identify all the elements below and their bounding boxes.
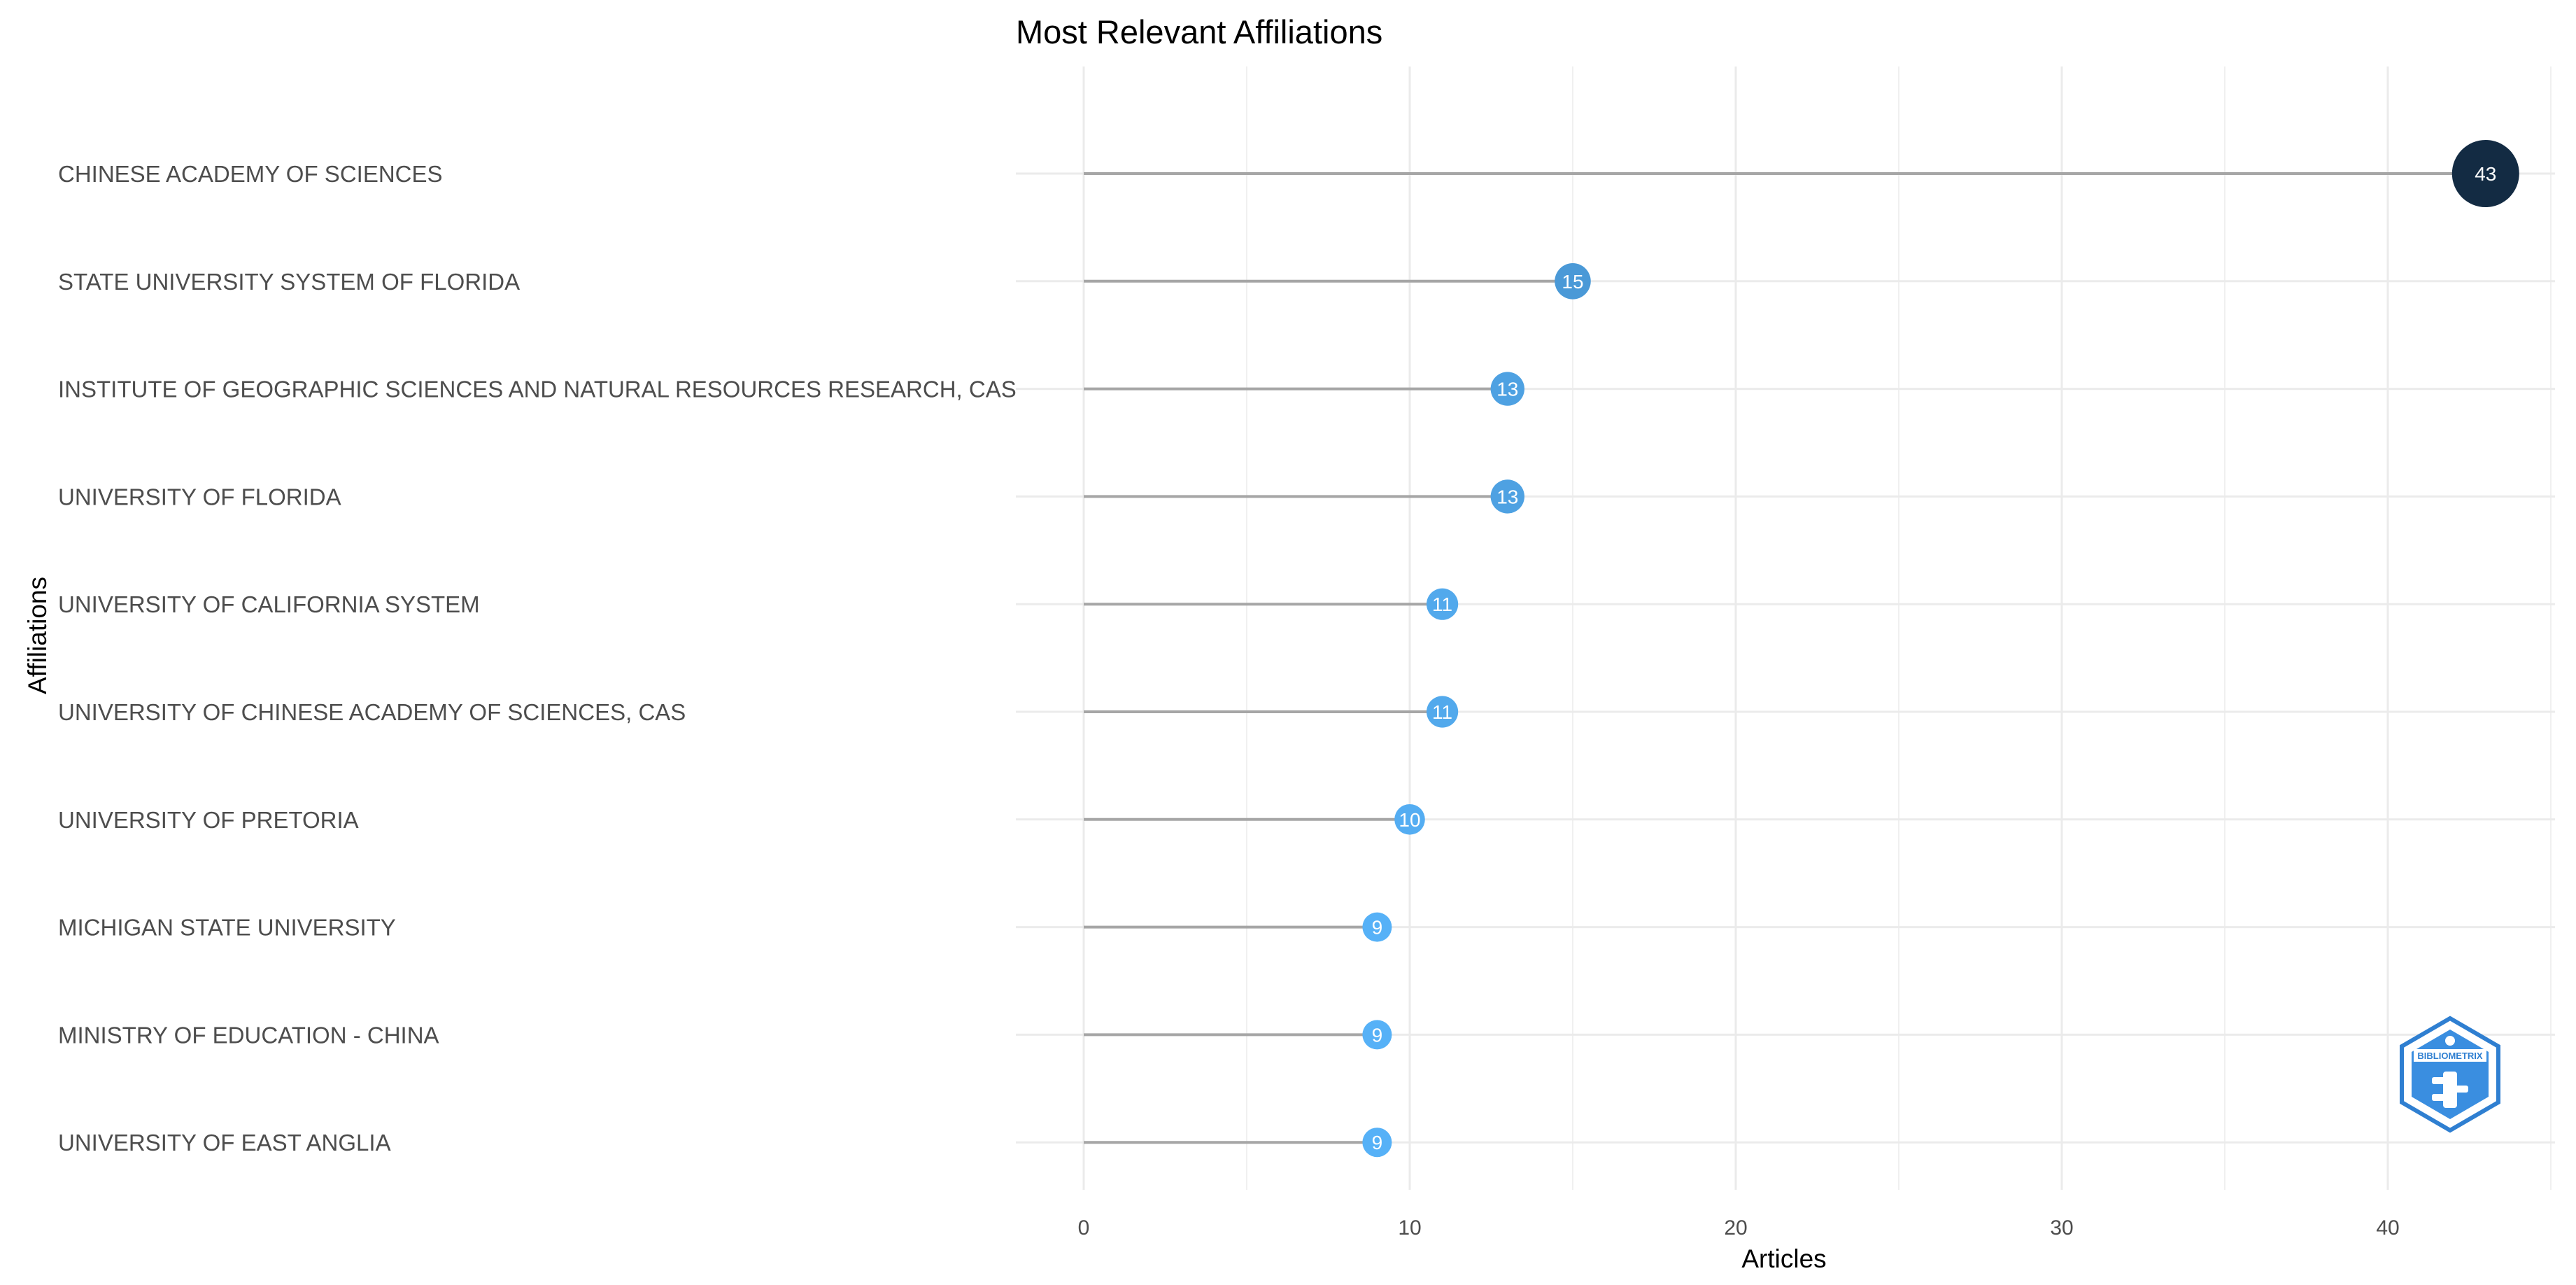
y-tick-label: STATE UNIVERSITY SYSTEM OF FLORIDA bbox=[58, 269, 520, 295]
data-label: 13 bbox=[1496, 486, 1518, 507]
y-tick-label: CHINESE ACADEMY OF SCIENCES bbox=[58, 161, 443, 187]
data-label: 13 bbox=[1496, 379, 1518, 400]
y-tick-label: MINISTRY OF EDUCATION - CHINA bbox=[58, 1022, 439, 1048]
lollipop-point bbox=[1427, 588, 1459, 620]
lollipop-point bbox=[1362, 1020, 1392, 1050]
lollipop-point bbox=[1490, 372, 1524, 406]
y-tick-label: UNIVERSITY OF CHINESE ACADEMY OF SCIENCE… bbox=[58, 699, 686, 725]
data-label: 10 bbox=[1399, 809, 1420, 831]
data-label: 11 bbox=[1432, 701, 1452, 723]
point-layer: 43 15 13 13 11 11 10 9 9 9 bbox=[1362, 140, 2519, 1158]
lollipop-point bbox=[1490, 479, 1524, 514]
lollipop-point bbox=[1362, 1128, 1392, 1158]
bibliometrix-logo-icon: BIBLIOMETRIX bbox=[2400, 1016, 2500, 1133]
y-tick-label: UNIVERSITY OF EAST ANGLIA bbox=[58, 1130, 391, 1156]
x-tick-label: 20 bbox=[1724, 1216, 1747, 1240]
grid-layer bbox=[1016, 66, 2555, 1190]
y-tick-label: UNIVERSITY OF FLORIDA bbox=[58, 484, 341, 510]
y-axis-title: Affiliations bbox=[23, 577, 52, 694]
x-tick-label: 30 bbox=[2050, 1216, 2073, 1240]
x-tick-label: 10 bbox=[1398, 1216, 1421, 1240]
data-label: 9 bbox=[1372, 1024, 1383, 1046]
data-label: 43 bbox=[2475, 163, 2496, 185]
x-tick-layer: 0 10 20 30 40 bbox=[1078, 1216, 2400, 1240]
y-tick-label: UNIVERSITY OF PRETORIA bbox=[58, 807, 359, 833]
x-axis-title: Articles bbox=[1741, 1244, 1826, 1273]
y-tick-label: INSTITUTE OF GEOGRAPHIC SCIENCES AND NAT… bbox=[58, 377, 1017, 402]
lollipop-point bbox=[1555, 263, 1591, 300]
data-label: 9 bbox=[1372, 1132, 1383, 1153]
lollipop-point bbox=[1427, 696, 1459, 728]
logo-text: BIBLIOMETRIX bbox=[2417, 1051, 2482, 1061]
data-label: 9 bbox=[1372, 917, 1383, 939]
lollipop-point bbox=[1362, 912, 1392, 942]
stem-layer bbox=[1084, 172, 2486, 1144]
y-tick-label: UNIVERSITY OF CALIFORNIA SYSTEM bbox=[58, 591, 480, 617]
x-tick-label: 0 bbox=[1078, 1216, 1090, 1240]
data-label: 15 bbox=[1562, 271, 1583, 293]
chart-title: Most Relevant Affiliations bbox=[1016, 13, 1382, 50]
x-tick-label: 40 bbox=[2376, 1216, 2399, 1240]
category-label-layer: CHINESE ACADEMY OF SCIENCES STATE UNIVERS… bbox=[58, 161, 1017, 1156]
y-tick-label: MICHIGAN STATE UNIVERSITY bbox=[58, 915, 396, 941]
lollipop-point bbox=[1394, 804, 1425, 835]
data-label: 11 bbox=[1432, 594, 1452, 615]
lollipop-point bbox=[2451, 140, 2519, 207]
